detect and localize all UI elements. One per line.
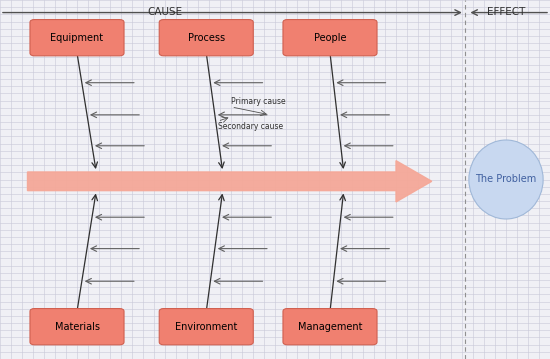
- Text: Process: Process: [188, 33, 225, 43]
- Text: Environment: Environment: [175, 322, 238, 332]
- Text: Secondary cause: Secondary cause: [218, 122, 283, 131]
- Text: Primary cause: Primary cause: [232, 97, 286, 106]
- Text: People: People: [314, 33, 346, 43]
- FancyBboxPatch shape: [283, 308, 377, 345]
- Text: Materials: Materials: [54, 322, 100, 332]
- Text: Equipment: Equipment: [51, 33, 103, 43]
- FancyBboxPatch shape: [160, 308, 253, 345]
- FancyArrow shape: [28, 161, 432, 202]
- FancyBboxPatch shape: [30, 19, 124, 56]
- Text: Management: Management: [298, 322, 362, 332]
- Text: CAUSE: CAUSE: [147, 7, 183, 17]
- Ellipse shape: [469, 140, 543, 219]
- FancyBboxPatch shape: [30, 308, 124, 345]
- Text: The Problem: The Problem: [475, 174, 537, 185]
- Text: EFFECT: EFFECT: [487, 7, 525, 17]
- FancyBboxPatch shape: [283, 19, 377, 56]
- FancyBboxPatch shape: [160, 19, 253, 56]
